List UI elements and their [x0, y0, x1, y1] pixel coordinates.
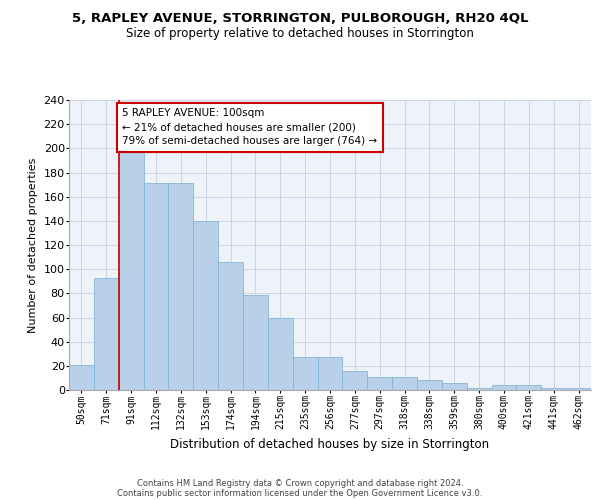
Bar [541, 388, 566, 390]
Text: 5, RAPLEY AVENUE, STORRINGTON, PULBOROUGH, RH20 4QL: 5, RAPLEY AVENUE, STORRINGTON, PULBOROUG… [72, 12, 528, 26]
Bar [317, 358, 343, 390]
Y-axis label: Number of detached properties: Number of detached properties [28, 158, 38, 332]
Bar [517, 385, 541, 390]
Bar [293, 358, 317, 390]
Bar [442, 383, 467, 390]
Bar [243, 294, 268, 390]
Text: Contains HM Land Registry data © Crown copyright and database right 2024.: Contains HM Land Registry data © Crown c… [137, 478, 463, 488]
Bar [218, 262, 243, 390]
Text: Size of property relative to detached houses in Storrington: Size of property relative to detached ho… [126, 28, 474, 40]
Bar [343, 370, 367, 390]
X-axis label: Distribution of detached houses by size in Storrington: Distribution of detached houses by size … [170, 438, 490, 451]
Bar [69, 364, 94, 390]
Bar [119, 148, 143, 390]
Bar [193, 221, 218, 390]
Bar [94, 278, 119, 390]
Bar [467, 388, 491, 390]
Bar [268, 318, 293, 390]
Text: Contains public sector information licensed under the Open Government Licence v3: Contains public sector information licen… [118, 488, 482, 498]
Bar [392, 376, 417, 390]
Bar [169, 184, 193, 390]
Bar [417, 380, 442, 390]
Bar [143, 184, 169, 390]
Bar [566, 388, 591, 390]
Bar [367, 376, 392, 390]
Bar [491, 385, 517, 390]
Text: 5 RAPLEY AVENUE: 100sqm
← 21% of detached houses are smaller (200)
79% of semi-d: 5 RAPLEY AVENUE: 100sqm ← 21% of detache… [122, 108, 377, 146]
